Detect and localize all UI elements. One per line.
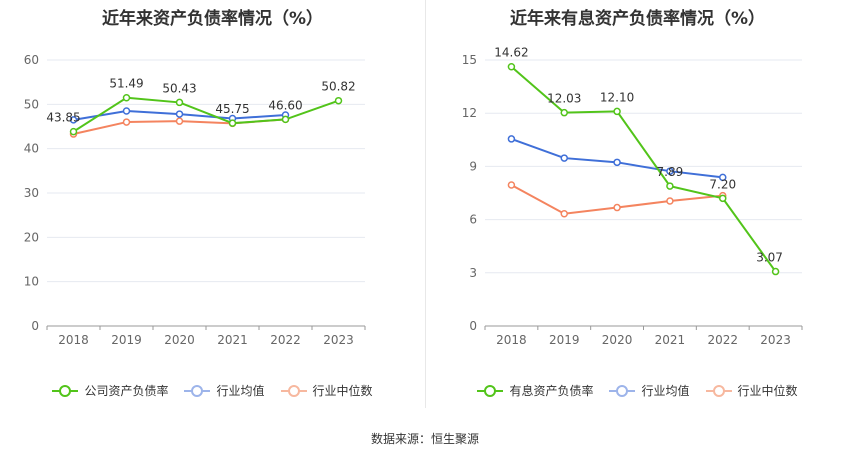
legend-marker-company-icon	[52, 384, 79, 398]
data-point-company	[666, 182, 674, 190]
legend-item-avg[interactable]: 行业均值	[609, 382, 690, 399]
x-tick-label: 2020	[164, 333, 195, 347]
data-point-median	[613, 203, 621, 212]
legend-label-avg: 行业均值	[216, 384, 265, 398]
data-point-company	[69, 127, 78, 136]
x-tick-label: 2019	[111, 333, 142, 347]
left-chart-plot: 0 10 20 30 40 50 60 2018 2019 2020 2021 2022 2023 43.…	[24, 53, 366, 347]
data-point-avg	[122, 107, 131, 115]
y-tick-label: 12	[462, 106, 477, 120]
y-tick-label: 50	[24, 97, 39, 111]
x-tick-label: 2023	[323, 333, 354, 347]
y-tick-label: 3	[469, 266, 477, 280]
right-chart-title: 近年来有息资产负债率情况（%）	[509, 9, 766, 29]
x-tick-label: 2021	[217, 333, 248, 347]
data-label: 50.43	[162, 81, 196, 95]
legend-marker-avg-icon	[184, 384, 211, 398]
x-tick-label: 2022	[707, 333, 738, 347]
legend-item-company[interactable]: 有息资产负债率	[477, 382, 593, 399]
legend-label-median: 行业中位数	[312, 384, 373, 398]
legend-label-median: 行业中位数	[737, 384, 798, 398]
series-line-avg	[511, 137, 723, 179]
data-point-median	[175, 117, 184, 125]
data-point-avg	[175, 110, 184, 118]
data-label: 50.82	[321, 80, 355, 94]
data-point-company	[334, 96, 343, 105]
y-tick-label: 40	[24, 142, 39, 156]
left-chart-title: 近年来资产负债率情况（%）	[101, 9, 324, 29]
legend-label-company: 有息资产负债率	[509, 384, 594, 398]
legend-label-company: 公司资产负债率	[84, 384, 169, 398]
data-point-avg	[560, 154, 568, 162]
legend-marker-median-icon	[280, 384, 307, 398]
data-point-company	[281, 115, 290, 124]
data-point-avg	[69, 116, 78, 124]
data-label: 3.07	[756, 251, 783, 265]
right-chart-plot: 0 3 6 9 12 15 2018 2019 2020 2021 2022 2023 14.62 12.…	[462, 46, 803, 347]
data-point-avg	[666, 167, 674, 175]
left-chart-panel: 近年来资产负债率情况（%） 0 10 20 30 40 50 60 2018 2019 2020 2…	[0, 0, 425, 420]
y-tick-label: 6	[469, 213, 477, 227]
left-chart-legend: 公司资产负债率 行业均值 行业中位数	[0, 382, 425, 399]
data-point-company	[613, 107, 621, 116]
legend-item-company[interactable]: 公司资产负债率	[52, 382, 168, 399]
data-point-median	[507, 181, 516, 189]
data-label: 12.03	[547, 92, 581, 106]
data-label: 46.60	[268, 98, 302, 112]
x-tick-label: 2018	[496, 333, 527, 347]
y-tick-label: 0	[31, 319, 39, 333]
data-point-avg	[719, 173, 727, 182]
y-tick-label: 15	[462, 53, 477, 67]
data-point-avg	[613, 158, 621, 167]
right-chart-panel: 近年来有息资产负债率情况（%） 0 3 6 9 12 15 2018 2019 2020 2021…	[425, 0, 850, 420]
y-tick-label: 30	[24, 186, 39, 200]
data-label: 14.62	[494, 46, 528, 60]
y-tick-label: 0	[469, 319, 477, 333]
series-line-company	[72, 96, 339, 133]
x-tick-label: 2021	[655, 333, 686, 347]
data-point-company	[175, 98, 184, 107]
data-point-avg	[507, 135, 516, 143]
data-point-company	[771, 267, 780, 276]
y-tick-label: 9	[469, 159, 477, 173]
data-point-company	[228, 119, 237, 127]
data-point-company	[719, 194, 727, 203]
data-point-company	[122, 93, 131, 102]
legend-marker-avg-icon	[609, 384, 636, 398]
data-point-company	[560, 108, 568, 117]
data-point-median	[560, 209, 568, 218]
y-tick-label: 60	[24, 53, 39, 67]
y-tick-label: 20	[24, 230, 39, 244]
legend-marker-company-icon	[477, 384, 504, 398]
panel-divider	[425, 0, 426, 408]
y-tick-label: 10	[24, 275, 39, 289]
legend-item-median[interactable]: 行业中位数	[280, 382, 373, 399]
data-label: 7.89	[657, 165, 684, 179]
data-source-note: 数据来源：恒生聚源	[370, 432, 479, 446]
series-line-company	[510, 65, 777, 273]
data-point-median	[666, 197, 674, 205]
data-label: 51.49	[109, 77, 143, 91]
data-label: 7.20	[709, 177, 736, 191]
legend-item-median[interactable]: 行业中位数	[705, 382, 798, 399]
data-label: 43.85	[46, 111, 80, 125]
x-tick-label: 2023	[760, 333, 791, 347]
data-label: 45.75	[215, 102, 249, 116]
legend-label-avg: 行业均值	[641, 384, 690, 398]
data-point-median	[122, 118, 131, 126]
legend-item-avg[interactable]: 行业均值	[184, 382, 265, 399]
x-tick-label: 2020	[602, 333, 633, 347]
data-point-company	[507, 62, 516, 71]
x-tick-label: 2022	[270, 333, 301, 347]
x-tick-label: 2019	[549, 333, 580, 347]
data-label: 12.10	[600, 90, 634, 104]
right-chart-legend: 有息资产负债率 行业均值 行业中位数	[425, 382, 850, 399]
legend-marker-median-icon	[705, 384, 732, 398]
x-tick-label: 2018	[58, 333, 89, 347]
